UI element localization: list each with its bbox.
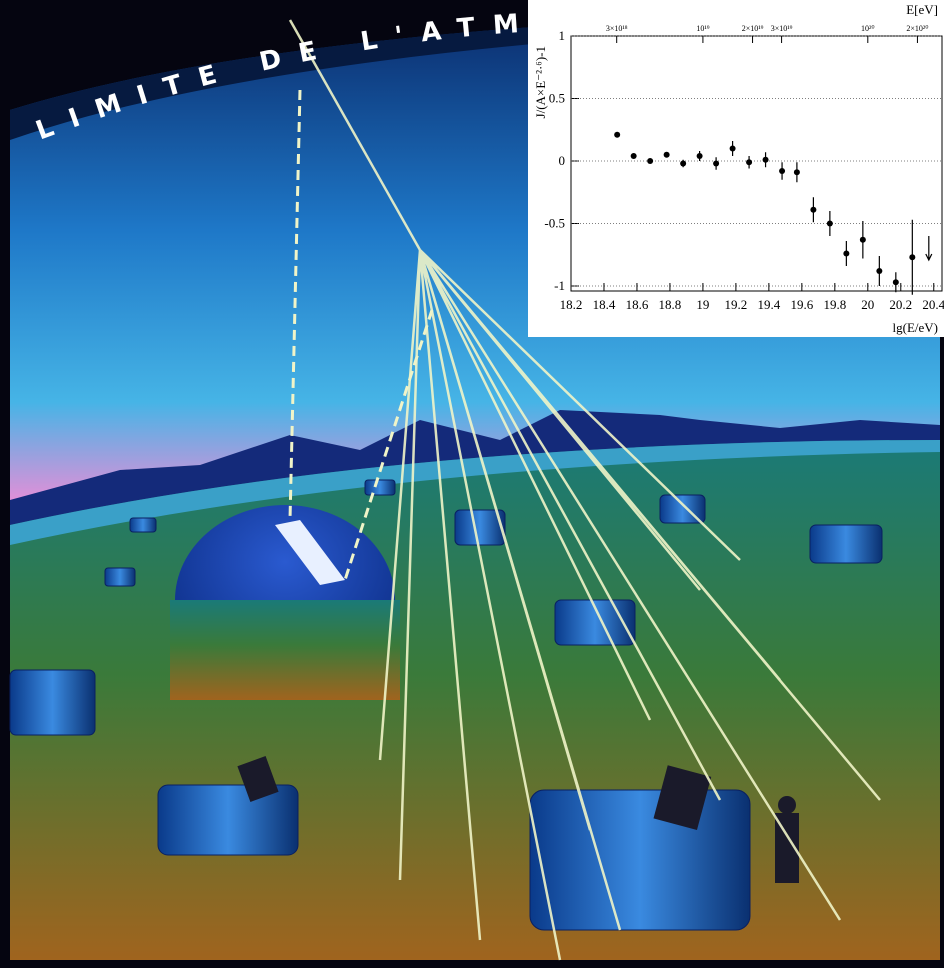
y-tick-label: 0.5 bbox=[549, 91, 565, 106]
data-point bbox=[893, 279, 899, 285]
x-tick-label: 19.2 bbox=[725, 297, 748, 312]
page: LIMITE DE L'ATMOS -1-0.500.5118.218.418.… bbox=[0, 0, 944, 968]
data-point bbox=[779, 168, 785, 174]
x2-tick-label: 2×10¹⁹ bbox=[742, 24, 764, 33]
data-point bbox=[909, 254, 915, 260]
y-tick-label: 1 bbox=[559, 28, 566, 43]
x-tick-label: 19.8 bbox=[823, 297, 846, 312]
x-tick-label: 18.2 bbox=[560, 297, 583, 312]
y-tick-label: -1 bbox=[554, 278, 565, 293]
x-tick-label: 18.4 bbox=[593, 297, 616, 312]
data-point bbox=[843, 251, 849, 257]
x2-tick-label: 3×10¹⁸ bbox=[606, 24, 628, 33]
x-tick-label: 19.4 bbox=[757, 297, 780, 312]
data-point bbox=[746, 159, 752, 165]
data-point bbox=[631, 153, 637, 159]
x-tick-label: 18.8 bbox=[659, 297, 682, 312]
y-tick-label: -0.5 bbox=[544, 216, 565, 231]
x-tick-label: 19.6 bbox=[790, 297, 813, 312]
x-tick-label: 20 bbox=[861, 297, 874, 312]
x-axis-label: lg(E/eV) bbox=[893, 320, 938, 335]
data-point bbox=[697, 153, 703, 159]
data-point bbox=[713, 161, 719, 167]
data-point bbox=[810, 207, 816, 213]
data-point bbox=[614, 132, 620, 138]
chart-inset: -1 -0.5 0 0.5 1 18.2 18.4 18.6 18.8 19 19.2 19.4 19.… bbox=[528, 0, 944, 337]
data-point bbox=[647, 158, 653, 164]
x2-tick-label: 3×10¹⁹ bbox=[771, 24, 793, 33]
y-axis-label: J/(A×E⁻²·⁶)-1 bbox=[533, 46, 548, 118]
data-point bbox=[860, 237, 866, 243]
x-tick-label: 20.4 bbox=[922, 297, 944, 312]
data-point bbox=[730, 146, 736, 152]
y-tick-label: 0 bbox=[559, 153, 566, 168]
data-point bbox=[664, 152, 670, 158]
data-point bbox=[680, 161, 686, 167]
x-tick-label: 18.6 bbox=[626, 297, 649, 312]
data-point bbox=[763, 157, 769, 163]
x2-axis-label: E[eV] bbox=[906, 2, 938, 17]
x2-tick-label: 10¹⁹ bbox=[696, 24, 709, 33]
x2-tick-label: 10²⁰ bbox=[861, 24, 875, 33]
x-tick-label: 19 bbox=[696, 297, 709, 312]
x-tick-label: 20.2 bbox=[889, 297, 912, 312]
x2-tick-label: 2×10²⁰ bbox=[906, 24, 928, 33]
data-point bbox=[876, 268, 882, 274]
data-point bbox=[827, 221, 833, 227]
data-point bbox=[794, 169, 800, 175]
